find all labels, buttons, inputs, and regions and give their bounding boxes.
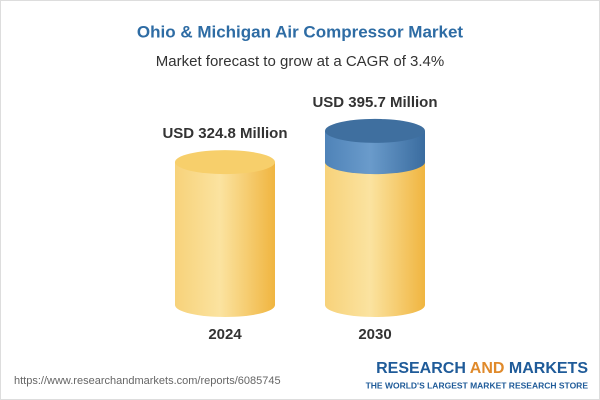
cylinder-top bbox=[325, 118, 425, 143]
tagline: THE WORLD'S LARGEST MARKET RESEARCH STOR… bbox=[366, 380, 589, 390]
brand-part: AND bbox=[470, 360, 505, 377]
bar bbox=[325, 118, 425, 317]
brand-part: MARKETS bbox=[509, 360, 588, 377]
brand: RESEARCH AND MARKETS bbox=[376, 360, 588, 377]
source-url: https://www.researchandmarkets.com/repor… bbox=[14, 375, 281, 387]
cylinder-bottom bbox=[325, 150, 425, 175]
cylinder-body bbox=[325, 162, 425, 305]
cylinder-body bbox=[175, 162, 275, 305]
value-label: USD 395.7 Million bbox=[312, 94, 437, 111]
brand-part: RESEARCH bbox=[376, 360, 466, 377]
cylinder-bottom bbox=[325, 293, 425, 317]
cylinder-top bbox=[175, 150, 275, 175]
cylinder-bottom bbox=[175, 293, 275, 317]
chart-title: Ohio & Michigan Air Compressor Market bbox=[137, 22, 464, 41]
value-label: USD 324.8 Million bbox=[162, 125, 287, 142]
x-tick-label: 2030 bbox=[358, 326, 391, 343]
chart-subtitle: Market forecast to grow at a CAGR of 3.4… bbox=[156, 53, 444, 70]
x-tick-label: 2024 bbox=[208, 326, 242, 343]
bar bbox=[175, 150, 275, 317]
